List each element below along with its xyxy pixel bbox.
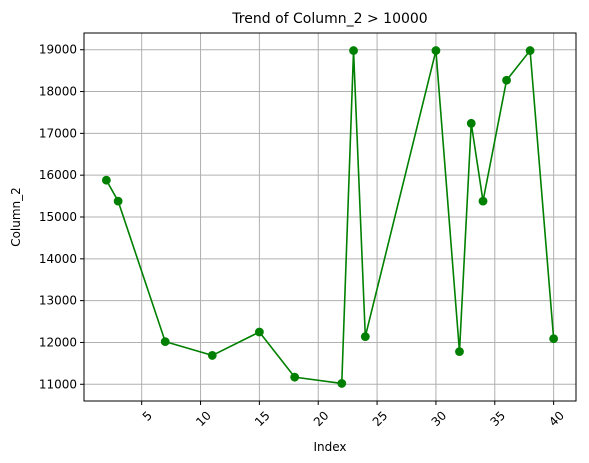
x-axis-label: Index [313,440,346,454]
y-axis-ticks: 11000 12000 13000 14000 15000 16000 17000 18000… [39,43,84,391]
data-point [160,337,170,347]
x-tick-label: 25 [370,408,391,429]
series-line [105,48,555,385]
grid [84,33,576,401]
y-tick-label: 12000 [39,335,77,349]
chart-title: Trend of Column_2 > 10000 [231,11,427,27]
x-tick-label: 20 [311,408,332,429]
x-tick-label: 5 [140,408,155,423]
data-point [549,334,559,344]
y-tick-label: 18000 [39,85,77,99]
y-tick-label: 11000 [39,377,77,391]
y-tick-label: 19000 [39,43,77,57]
data-point [525,46,535,55]
data-point [290,372,300,382]
y-tick-label: 15000 [39,210,77,224]
data-point [478,196,488,206]
data-point [207,351,217,360]
x-axis-ticks: 5 10 15 20 25 30 35 40 [140,401,567,429]
data-point [349,46,358,55]
data-point [502,75,511,85]
data-point [466,118,476,128]
x-tick-label: 15 [252,408,273,429]
y-axis-label: Column_2 [9,187,23,247]
data-point [455,347,464,357]
data-point [360,332,370,341]
data-point [431,46,441,55]
y-tick-label: 17000 [39,126,77,140]
data-point [337,379,347,388]
series-layer [101,46,559,388]
y-tick-label: 13000 [39,294,77,308]
x-tick-label: 10 [193,408,214,429]
y-tick-label: 14000 [39,252,77,266]
data-point [254,327,264,337]
y-tick-label: 16000 [39,168,77,182]
x-tick-label: 35 [487,408,508,429]
data-point [101,175,111,185]
data-point [113,196,123,206]
x-tick-label: 40 [546,408,567,429]
x-tick-label: 30 [429,408,450,429]
